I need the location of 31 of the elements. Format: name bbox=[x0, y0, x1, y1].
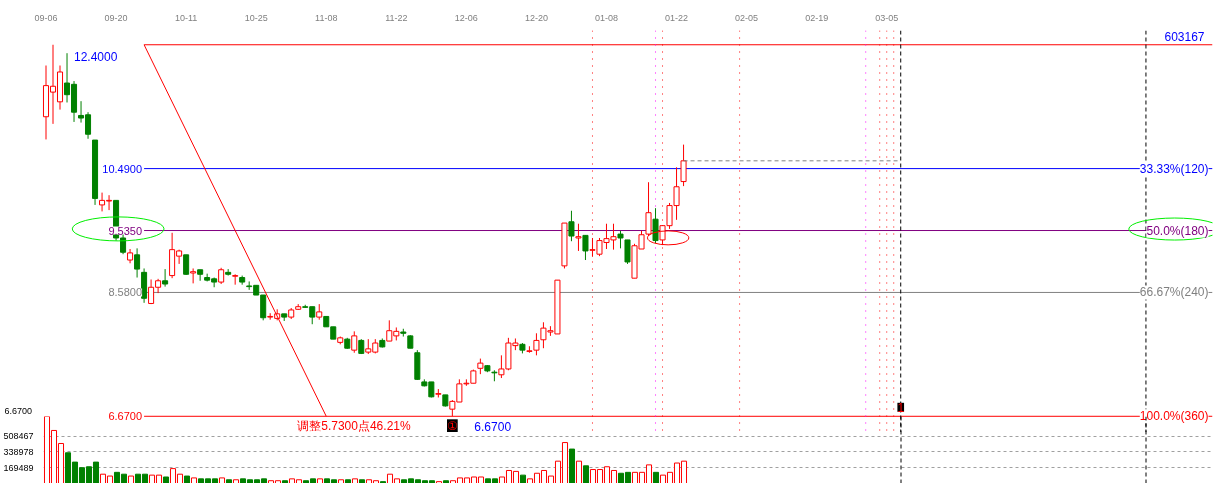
x-tick-label: 12-20 bbox=[524, 12, 548, 23]
x-tick-label: 09-20 bbox=[104, 12, 128, 23]
x-tick-label: 12-06 bbox=[454, 12, 478, 23]
annotation: 调整5.7300点46.21% bbox=[297, 419, 411, 434]
annotation: 12.4000 bbox=[74, 50, 118, 65]
annotation: 66.67%(240) bbox=[1139, 285, 1209, 300]
text: 6.6700 bbox=[4, 406, 33, 417]
annotation: 100.0%(360) bbox=[1139, 409, 1209, 424]
annotation: 33.33%(120) bbox=[1139, 161, 1209, 176]
x-tick-label: 02-05 bbox=[735, 12, 759, 23]
annotation: 50.0%(180) bbox=[1146, 223, 1209, 238]
x-tick-label: 09-06 bbox=[34, 12, 58, 23]
x-tick-label: 10-11 bbox=[174, 12, 198, 23]
x-tick-label: 10-25 bbox=[244, 12, 268, 23]
annotation: 1 bbox=[897, 400, 905, 415]
annotation: ① bbox=[446, 419, 458, 434]
x-tick-label: 11-22 bbox=[385, 12, 408, 23]
y-tick-label: 338978 bbox=[3, 446, 34, 457]
y-tick-label: 508467 bbox=[3, 431, 34, 442]
annotation: 6.6700 bbox=[474, 419, 512, 434]
x-tick-label: 03-05 bbox=[875, 12, 899, 23]
chart-title: 603167 bbox=[1164, 29, 1205, 44]
x-tick-label: 01-08 bbox=[594, 12, 618, 23]
ref-line-label: 10.4900 bbox=[102, 162, 143, 175]
ref-line-label: 6.6700 bbox=[108, 410, 143, 423]
x-tick-label: 02-19 bbox=[805, 12, 829, 23]
y-tick-label: 169489 bbox=[3, 462, 34, 473]
ref-line-label: 8.5800 bbox=[108, 286, 143, 299]
x-tick-label: 11-08 bbox=[315, 12, 338, 23]
x-tick-label: 01-22 bbox=[665, 12, 689, 23]
ref-line-label: 9.5350 bbox=[108, 224, 143, 237]
